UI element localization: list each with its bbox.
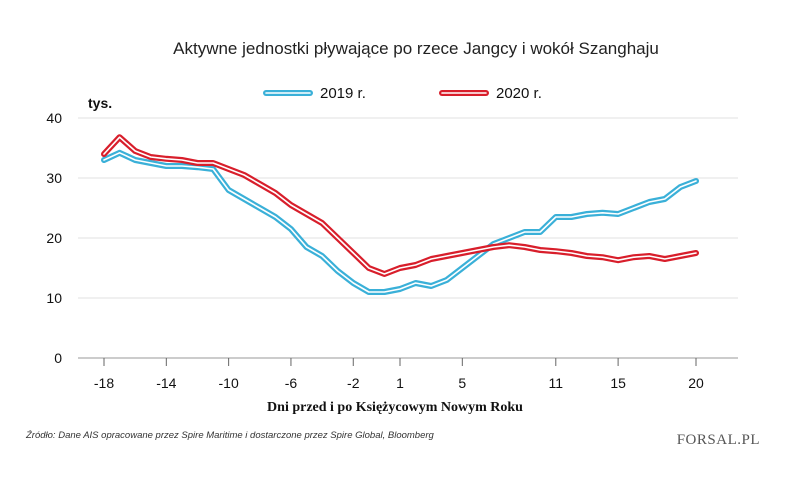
brand-logo: FORSAL.PL	[677, 432, 760, 448]
chart-title: Aktywne jednostki pływające po rzece Jan…	[173, 39, 659, 58]
legend-label: 2019 r.	[320, 85, 366, 102]
unit-label: tys.	[88, 95, 112, 111]
x-tick-label: -18	[94, 375, 114, 391]
x-tick-label: 15	[610, 375, 626, 391]
y-tick-label: 10	[46, 290, 62, 306]
series-lines	[101, 134, 699, 295]
y-tick-label: 0	[54, 350, 62, 366]
series-line-2020	[101, 134, 699, 277]
y-tick-label: 20	[46, 230, 62, 246]
series-line-highlight	[103, 136, 697, 275]
source-note: Źródło: Dane AIS opracowane przez Spire …	[25, 430, 435, 441]
y-axis-ticks: 0 10 20 30 40	[46, 110, 62, 366]
y-tick-label: 40	[46, 110, 62, 126]
series-line-highlight	[103, 152, 697, 293]
x-tick-label: 11	[549, 375, 564, 391]
grid	[78, 117, 738, 359]
y-tick-label: 30	[46, 170, 62, 186]
legend: 2019 r. 2020 r.	[263, 85, 542, 102]
legend-label: 2020 r.	[496, 85, 542, 102]
brand-text: FORSAL.PL	[677, 432, 760, 448]
x-tick-label: -6	[285, 375, 298, 391]
x-tick-label: -10	[219, 375, 239, 391]
x-tick-label: 20	[688, 375, 704, 391]
x-tick-label: -2	[347, 375, 360, 391]
x-axis-label: Dni przed i po Księżycowym Nowym Roku	[267, 400, 523, 415]
x-tick-label: 1	[396, 375, 404, 391]
x-axis: -18 -14 -10 -6 -2 1 5 11 15 20	[94, 358, 704, 391]
x-tick-label: 5	[458, 375, 466, 391]
x-tick-label: -14	[156, 375, 176, 391]
